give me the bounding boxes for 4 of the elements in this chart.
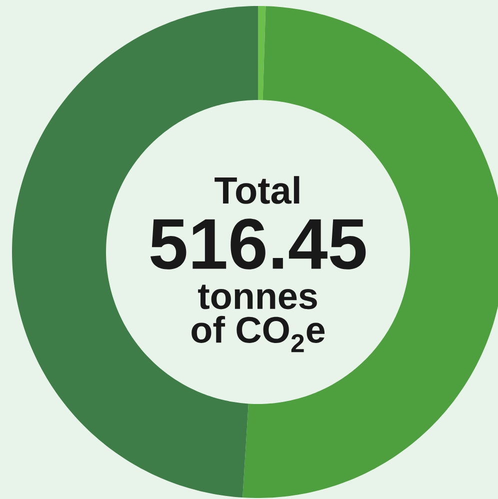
text: tonnes bbox=[198, 284, 317, 310]
text: of CO$_{2}$e bbox=[192, 316, 325, 352]
text: Total bbox=[214, 176, 300, 204]
text: 516.45 bbox=[150, 218, 366, 270]
